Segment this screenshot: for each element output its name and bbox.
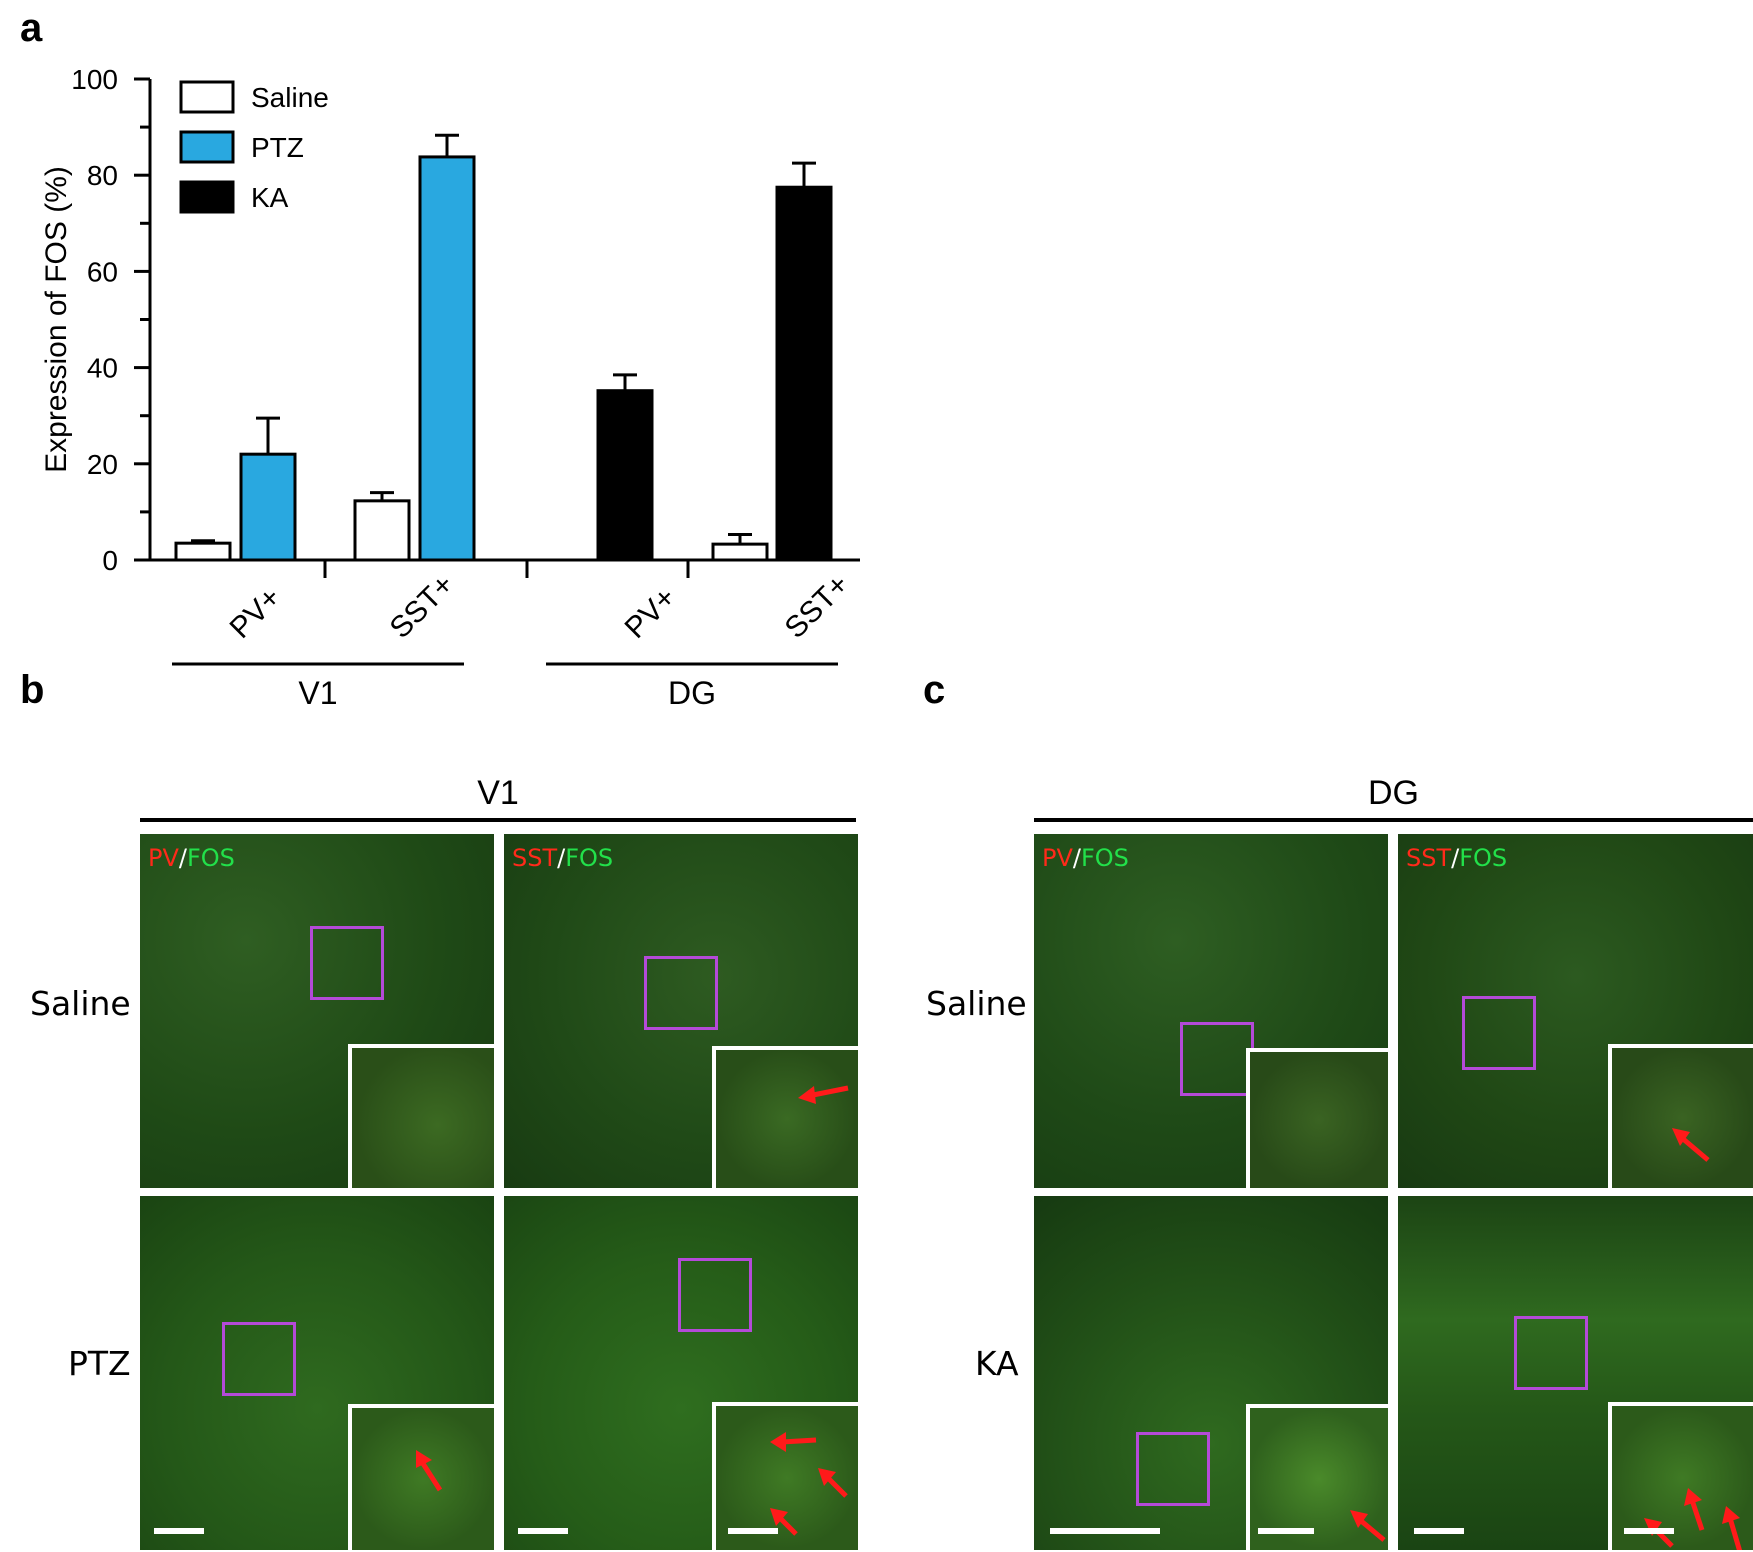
panel-b-header: V1 (477, 774, 519, 812)
roi-box (310, 926, 384, 1000)
panel-b-header-line (140, 818, 856, 822)
arrow-icon (1350, 1510, 1386, 1542)
bar (775, 185, 833, 562)
panel-c-header: DG (1368, 774, 1419, 812)
panel-letter-a: a (20, 6, 43, 50)
arrow-icon (798, 1085, 849, 1104)
roi-box (222, 1322, 296, 1396)
panel-letter-c: c (923, 668, 946, 712)
y-axis-label: Expression of FOS (%) (40, 166, 73, 473)
y-tick-label: 100 (71, 64, 118, 95)
inset-zoom (1608, 1044, 1753, 1188)
arrow-icon (416, 1450, 443, 1492)
scale-bar (728, 1528, 778, 1534)
bar (239, 452, 297, 562)
panel-c-row-label-ka: KA (975, 1344, 1019, 1383)
micrograph-dg-saline-pv: PV/FOS (1034, 834, 1388, 1188)
roi-box (1180, 1022, 1254, 1096)
y-tick-label: 0 (102, 545, 118, 576)
inset-zoom (1246, 1048, 1388, 1188)
x-tick-label: SST+ (384, 568, 461, 645)
bar (174, 541, 232, 562)
panel-b-row-label-saline: Saline (30, 984, 131, 1023)
scale-bar (154, 1528, 204, 1534)
legend-swatch (179, 80, 235, 114)
arrow-icon (1672, 1128, 1710, 1162)
scale-bar (1050, 1528, 1160, 1534)
legend-swatch (179, 180, 235, 214)
roi-box (678, 1258, 752, 1332)
scale-bar (1414, 1528, 1464, 1534)
inset-zoom (348, 1044, 494, 1188)
micrograph-dg-saline-sst: SST/FOS (1398, 834, 1753, 1188)
legend-label: PTZ (251, 132, 304, 163)
roi-box (1136, 1432, 1210, 1506)
micrograph-v1-ptz-sst (504, 1196, 858, 1550)
panel-c-header-line (1034, 818, 1753, 822)
group-label: V1 (298, 675, 337, 711)
arrow-icon (770, 1432, 848, 1536)
panel-b-row-label-ptz: PTZ (68, 1344, 131, 1383)
bar-chart: 0 20 40 60 80 100 Expression of FOS (%) PV+ SST+… (40, 64, 860, 711)
inset-zoom (712, 1402, 858, 1550)
legend-label: Saline (251, 82, 329, 113)
bar (711, 542, 769, 562)
scale-bar (1624, 1528, 1674, 1534)
x-tick-label: PV+ (224, 581, 288, 645)
roi-box (644, 956, 718, 1030)
micrograph-dg-ka-pv (1034, 1196, 1388, 1550)
micrograph-v1-ptz-pv (140, 1196, 494, 1550)
stain-label: PV/FOS (148, 844, 235, 872)
legend-label: KA (251, 182, 289, 213)
stain-label: SST/FOS (1406, 844, 1508, 872)
roi-box (1514, 1316, 1588, 1390)
inset-zoom (348, 1404, 494, 1550)
inset-zoom (1246, 1404, 1388, 1550)
bar (596, 389, 654, 562)
micrograph-v1-saline-sst: SST/FOS (504, 834, 858, 1188)
micrograph-v1-saline-pv: PV/FOS (140, 834, 494, 1188)
legend-swatch (179, 130, 235, 164)
scale-bar (518, 1528, 568, 1534)
stain-label: SST/FOS (512, 844, 614, 872)
y-tick-label: 60 (87, 256, 118, 287)
panel-c-row-label-saline: Saline (926, 984, 1027, 1023)
stain-label: PV/FOS (1042, 844, 1129, 872)
group-label: DG (668, 675, 716, 711)
bar (353, 499, 411, 562)
x-tick-label: SST+ (779, 568, 856, 645)
scale-bar (1258, 1528, 1314, 1534)
panel-letter-b: b (20, 668, 45, 712)
inset-zoom (712, 1046, 858, 1188)
y-tick-label: 40 (87, 353, 118, 384)
x-tick-label: PV+ (619, 581, 683, 645)
roi-box (1462, 996, 1536, 1070)
micrograph-dg-ka-sst (1398, 1196, 1753, 1550)
y-tick-label: 80 (87, 160, 118, 191)
y-tick-label: 20 (87, 449, 118, 480)
bar (418, 155, 476, 562)
